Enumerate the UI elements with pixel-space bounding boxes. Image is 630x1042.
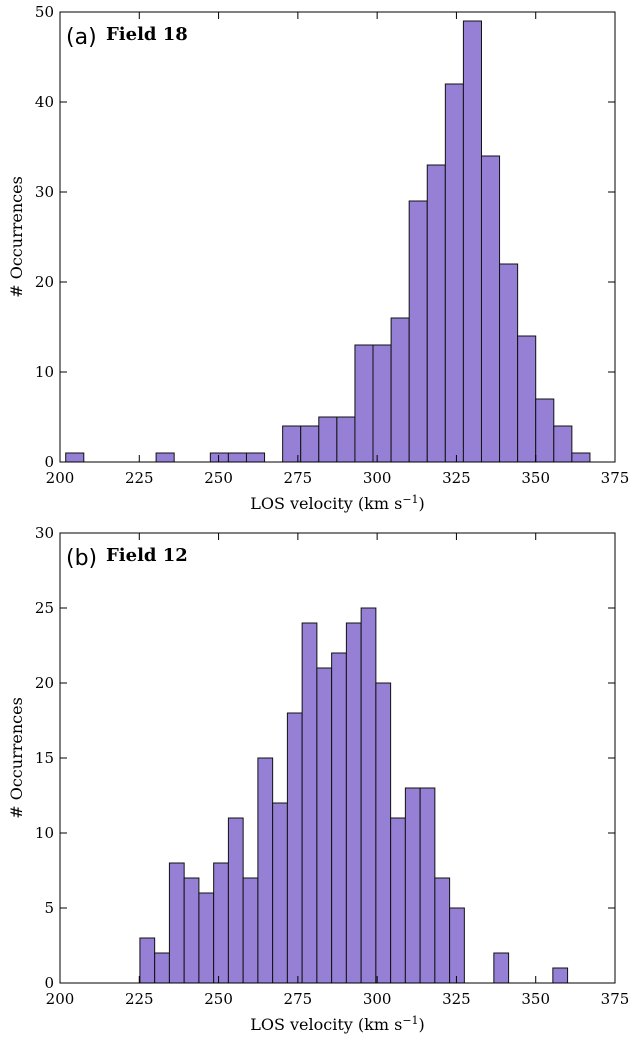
histogram-bar bbox=[372, 344, 392, 463]
histogram-bar bbox=[408, 200, 428, 463]
x-tick-label: 325 bbox=[442, 990, 471, 1008]
histogram-bar bbox=[272, 802, 288, 984]
x-tick-label: 200 bbox=[46, 469, 75, 487]
ticks-b: 200 225 250 275 300 325 350 375 0 5 10 15 20 25 30 bbox=[35, 524, 629, 1008]
x-axis-label-b: LOS velocity (km s−1) bbox=[250, 1014, 425, 1035]
histogram-bar bbox=[390, 317, 410, 463]
panel-tag-b: (b) bbox=[66, 546, 97, 571]
histogram-bar bbox=[419, 787, 436, 984]
histogram-bar bbox=[553, 425, 573, 463]
histogram-bar bbox=[227, 817, 244, 984]
y-tick-label: 20 bbox=[35, 273, 54, 291]
histogram-bar bbox=[499, 263, 519, 463]
histogram-bar bbox=[517, 335, 537, 463]
histogram-bar bbox=[354, 344, 374, 463]
x-tick-label: 350 bbox=[521, 469, 550, 487]
x-tick-label: 275 bbox=[284, 990, 313, 1008]
histogram-bar bbox=[480, 155, 501, 463]
x-tick-label: 300 bbox=[363, 990, 392, 1008]
histogram-bar bbox=[183, 877, 200, 984]
histogram-panel-b: 200 225 250 275 300 325 350 375 0 5 10 15 20 25 30 (b)… bbox=[0, 521, 630, 1042]
y-tick-label: 30 bbox=[35, 524, 54, 542]
y-axis-label-b: # Occurrences bbox=[7, 697, 26, 819]
panel-title-b: Field 12 bbox=[106, 545, 188, 566]
y-tick-label: 5 bbox=[44, 899, 54, 917]
histogram-bar bbox=[375, 682, 392, 984]
y-tick-label: 50 bbox=[35, 3, 54, 21]
histogram-bar bbox=[155, 452, 175, 463]
x-tick-label: 275 bbox=[284, 469, 313, 487]
panel-title-a: Field 18 bbox=[106, 24, 188, 45]
x-tick-label: 250 bbox=[204, 469, 233, 487]
histogram-bar bbox=[331, 652, 347, 984]
histogram-bar bbox=[345, 622, 362, 984]
x-tick-label: 200 bbox=[46, 990, 75, 1008]
histogram-bar bbox=[449, 907, 465, 984]
histogram-bar bbox=[336, 416, 356, 463]
histogram-bar bbox=[493, 952, 510, 984]
x-tick-label: 225 bbox=[125, 469, 154, 487]
histogram-bar bbox=[198, 892, 215, 984]
x-tick-label: 250 bbox=[204, 990, 233, 1008]
ticks-a: 200 225 250 275 300 325 350 375 0 10 20 30 40 50 bbox=[35, 3, 629, 487]
histogram-bar bbox=[154, 952, 170, 984]
y-tick-label: 20 bbox=[35, 674, 54, 692]
histogram-panel-a: 200 225 250 275 300 325 350 375 0 10 20 30 40 50 (a) … bbox=[7, 3, 629, 514]
histogram-bar bbox=[286, 712, 303, 984]
histogram-b-svg: 200 225 250 275 300 325 350 375 0 5 10 15 20 25 30 (b)… bbox=[7, 524, 629, 1035]
histogram-bar bbox=[404, 787, 421, 984]
histogram-bar bbox=[434, 877, 451, 984]
histogram-bar bbox=[65, 452, 85, 463]
histogram-bar bbox=[168, 862, 185, 984]
y-axis-label-a: # Occurrences bbox=[7, 176, 26, 298]
y-tick-label: 30 bbox=[35, 183, 54, 201]
histogram-bar bbox=[318, 416, 338, 463]
histogram-bar bbox=[535, 398, 555, 463]
histogram-bar bbox=[426, 164, 446, 463]
histogram-bar bbox=[209, 452, 229, 463]
histogram-bar bbox=[552, 967, 569, 984]
histogram-bar bbox=[571, 452, 591, 463]
panel-tag-a: (a) bbox=[66, 25, 97, 50]
x-axis-label-a: LOS velocity (km s−1) bbox=[250, 493, 425, 514]
x-tick-label: 300 bbox=[363, 469, 392, 487]
histogram-bar bbox=[462, 20, 482, 463]
bars-b bbox=[139, 607, 569, 984]
histogram-bar bbox=[301, 622, 318, 984]
x-tick-label: 350 bbox=[521, 990, 550, 1008]
y-tick-label: 10 bbox=[35, 363, 54, 381]
x-tick-label: 225 bbox=[125, 990, 154, 1008]
histogram-bar bbox=[227, 452, 247, 463]
histogram-bar bbox=[257, 757, 274, 984]
histogram-bar bbox=[245, 452, 266, 463]
histogram-bar bbox=[300, 425, 320, 463]
y-tick-label: 10 bbox=[35, 824, 54, 842]
histogram-bar bbox=[242, 877, 259, 984]
y-tick-label: 15 bbox=[35, 749, 54, 767]
histogram-bar bbox=[390, 817, 406, 984]
histogram-bar bbox=[444, 83, 464, 463]
y-tick-label: 0 bbox=[44, 453, 54, 471]
histogram-bar bbox=[213, 862, 229, 984]
y-tick-label: 40 bbox=[35, 93, 54, 111]
axes-frame-a bbox=[59, 11, 616, 463]
y-tick-label: 0 bbox=[44, 974, 54, 992]
bars-a bbox=[65, 20, 591, 463]
x-tick-label: 375 bbox=[601, 990, 630, 1008]
histogram-bar bbox=[316, 667, 333, 984]
y-tick-label: 25 bbox=[35, 599, 54, 617]
x-tick-label: 325 bbox=[442, 469, 471, 487]
x-tick-label: 375 bbox=[601, 469, 630, 487]
histogram-bar bbox=[360, 607, 377, 984]
histogram-bar bbox=[139, 937, 156, 984]
